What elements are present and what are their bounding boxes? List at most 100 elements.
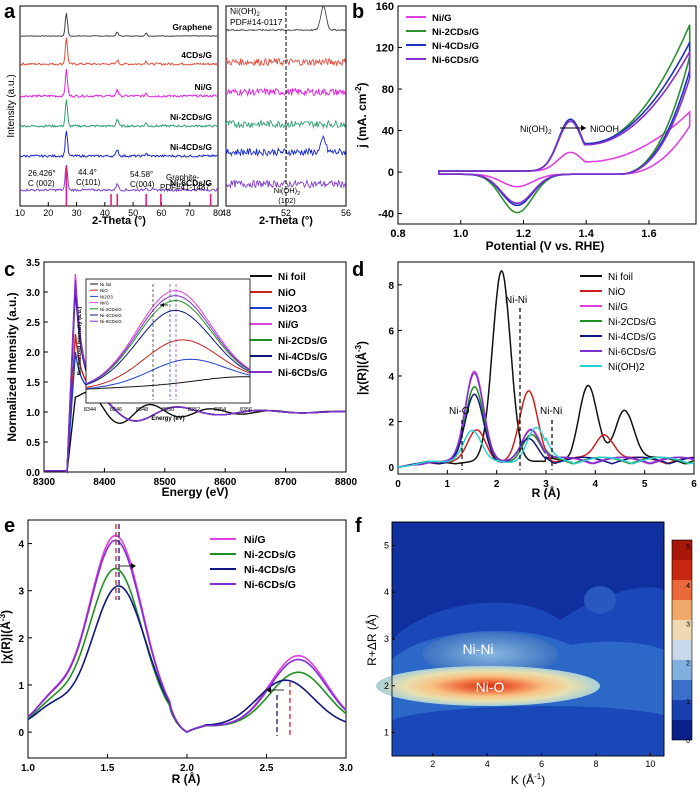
a-left-traces: [19, 12, 219, 193]
c-legend-label: Ni2O3: [278, 304, 307, 315]
e-trace: [27, 539, 347, 734]
panel-f: f Ni-Ni Ni-O R+ΔR (Å) K (Å-1) 2 4 6 8 101234…: [355, 515, 693, 787]
e-ytick-label: 2: [18, 634, 24, 645]
e-xtick-label: 3.0: [339, 763, 353, 774]
b-xtick-label: 1.4: [579, 228, 595, 240]
c-ytick-label: 1.0: [26, 408, 40, 419]
c-inset-xticks: 8344 8346 8348 8350 8352 8354 8356: [84, 407, 252, 413]
a-left-xtick-label: 60: [156, 208, 166, 218]
d-annot-nio: Ni-O: [449, 406, 470, 417]
c-inset-legend-label: Ni-6CDs/G: [100, 319, 122, 324]
f-colorbar-band: [672, 620, 692, 640]
b-trace: [438, 24, 691, 214]
b-legend-label: Ni-6CDs/G: [432, 55, 479, 66]
c-legend: Ni foil NiO Ni2O3 Ni/G Ni-2CDs/G Ni-4CDs/G Ni-…: [250, 272, 328, 379]
f-ytick-label: 1: [384, 728, 389, 738]
a-right-ref-pdf: PDF#14-0117: [230, 17, 283, 27]
c-inset-arrowhead-icon: [160, 303, 164, 307]
a-right-xtick-label: 52: [281, 208, 291, 218]
c-inset-trace: [85, 295, 251, 385]
d-legend-label: Ni foil: [608, 272, 633, 283]
e-legend-label: Ni/G: [244, 534, 266, 546]
e-arrowhead-2-icon: [266, 687, 271, 693]
e-xtick-label: 2.5: [260, 763, 274, 774]
e-ylabel: |χ(R)|(Å-3): [0, 610, 13, 664]
a-left-trace: [19, 37, 219, 66]
d-annot-nini: Ni-Ni: [505, 295, 527, 306]
f-xlabel: K (Å-1): [511, 772, 545, 787]
e-ytick-label: 0: [18, 728, 24, 739]
b-ytick-label: 0: [388, 167, 394, 179]
d-legend-label: Ni-4CDs/G: [608, 332, 657, 343]
f-label-nio: Ni-O: [476, 679, 505, 695]
e-xtick-label: 1.0: [21, 763, 35, 774]
a-right-trace: [225, 119, 347, 130]
b-traces: [438, 24, 691, 214]
e-ytick-label: 3: [18, 587, 24, 598]
f-colorbar-band: [672, 600, 692, 620]
d-annot-nini2: Ni-Ni: [540, 406, 562, 417]
f-colorbar-label: 1: [686, 699, 690, 706]
a-left-frame: [19, 5, 219, 207]
d-xtick-label: 0: [395, 479, 401, 490]
panel-c: c Normalized Intensity (a.u.) 8300 8400 85…: [4, 258, 358, 499]
f-xtick-label: 10: [645, 759, 655, 769]
c-ytick-label: 2.0: [26, 348, 40, 359]
a-left-trace: [19, 69, 219, 98]
f-nio-blob: [376, 666, 600, 706]
panel-a-letter: a: [4, 1, 16, 23]
d-ytick-label: 2: [388, 418, 394, 429]
b-ytick-label: 160: [376, 1, 394, 13]
d-xtick-label: 3: [543, 479, 549, 490]
a-left-xlabel: 2-Theta (°): [92, 215, 146, 227]
e-ytick-label: 4: [18, 540, 24, 551]
c-ytick-label: 3.5: [26, 258, 40, 269]
c-legend-label: Ni-2CDs/G: [278, 336, 328, 347]
c-legend-label: Ni/G: [278, 320, 299, 331]
c-xtick-label: 8600: [214, 477, 237, 488]
e-ticks: 1.0 1.5 2.0 2.5 3.0 0 1 2 3 4: [18, 540, 353, 774]
c-ytick-label: 0.0: [26, 468, 40, 479]
d-trace: [397, 385, 695, 468]
d-legend-label: Ni-6CDs/G: [608, 347, 657, 358]
b-ticks: 0.8 1.0 1.2 1.4 1.6 -40 0 40 80 120 160: [376, 1, 657, 240]
b-trace: [438, 41, 691, 207]
d-legend: Ni foil NiO Ni/G Ni-2CDs/G Ni-4CDs/G Ni-6CDs/…: [580, 272, 657, 373]
a-right-bottom-label: Ni(OH)2: [274, 186, 300, 197]
e-frame: [27, 519, 347, 759]
f-colorbar-band: [672, 720, 692, 740]
f-colorbar-band: [672, 580, 692, 600]
d-ytick-label: 6: [388, 326, 394, 337]
c-xtick-label: 8500: [154, 477, 177, 488]
d-xtick-label: 4: [593, 479, 599, 490]
b-xtick-label: 0.8: [390, 228, 405, 240]
a-left-trace-name: Ni-4CDs/G: [170, 142, 212, 152]
c-inset-legend-label: NiO: [100, 288, 108, 293]
d-legend-label: Ni-2CDs/G: [608, 317, 657, 328]
a-right-bottom-hkl: (102): [278, 196, 296, 205]
b-xlabel: Potential (V vs. RHE): [486, 239, 605, 253]
d-traces: [397, 269, 695, 468]
d-legend-label: Ni(OH)2: [608, 362, 645, 373]
f-contours: [376, 586, 664, 756]
f-xtick-label: 6: [539, 759, 544, 769]
c-inset-legend-label: Ni/G: [100, 301, 109, 306]
a-left-xtick-label: 30: [72, 208, 82, 218]
f-colorbar-label: 2: [686, 660, 690, 667]
d-frame: [397, 261, 695, 475]
d-xtick-label: 6: [691, 479, 697, 490]
c-ytick-label: 1.5: [26, 378, 40, 389]
b-ytick-label: 80: [382, 84, 394, 96]
e-trace: [27, 567, 347, 734]
a-reference-sticks: [65, 166, 212, 206]
a-peak3-line2: C(004): [130, 180, 155, 189]
a-peak3-line1: 54.58°: [130, 170, 153, 179]
c-ticks: 8300 8400 8500 8600 8700 8800 0.0 0.5 1.0 1.5 2.0 2…: [26, 258, 357, 488]
a-left-xtick-label: 80: [213, 208, 223, 218]
panel-b-letter: b: [352, 1, 364, 23]
c-inset-legend-label: Ni-2CDs/G: [100, 307, 122, 312]
c-ytick-label: 0.5: [26, 438, 40, 449]
f-colorbar-label: 0: [686, 738, 690, 745]
c-xlabel: Energy (eV): [162, 485, 229, 499]
